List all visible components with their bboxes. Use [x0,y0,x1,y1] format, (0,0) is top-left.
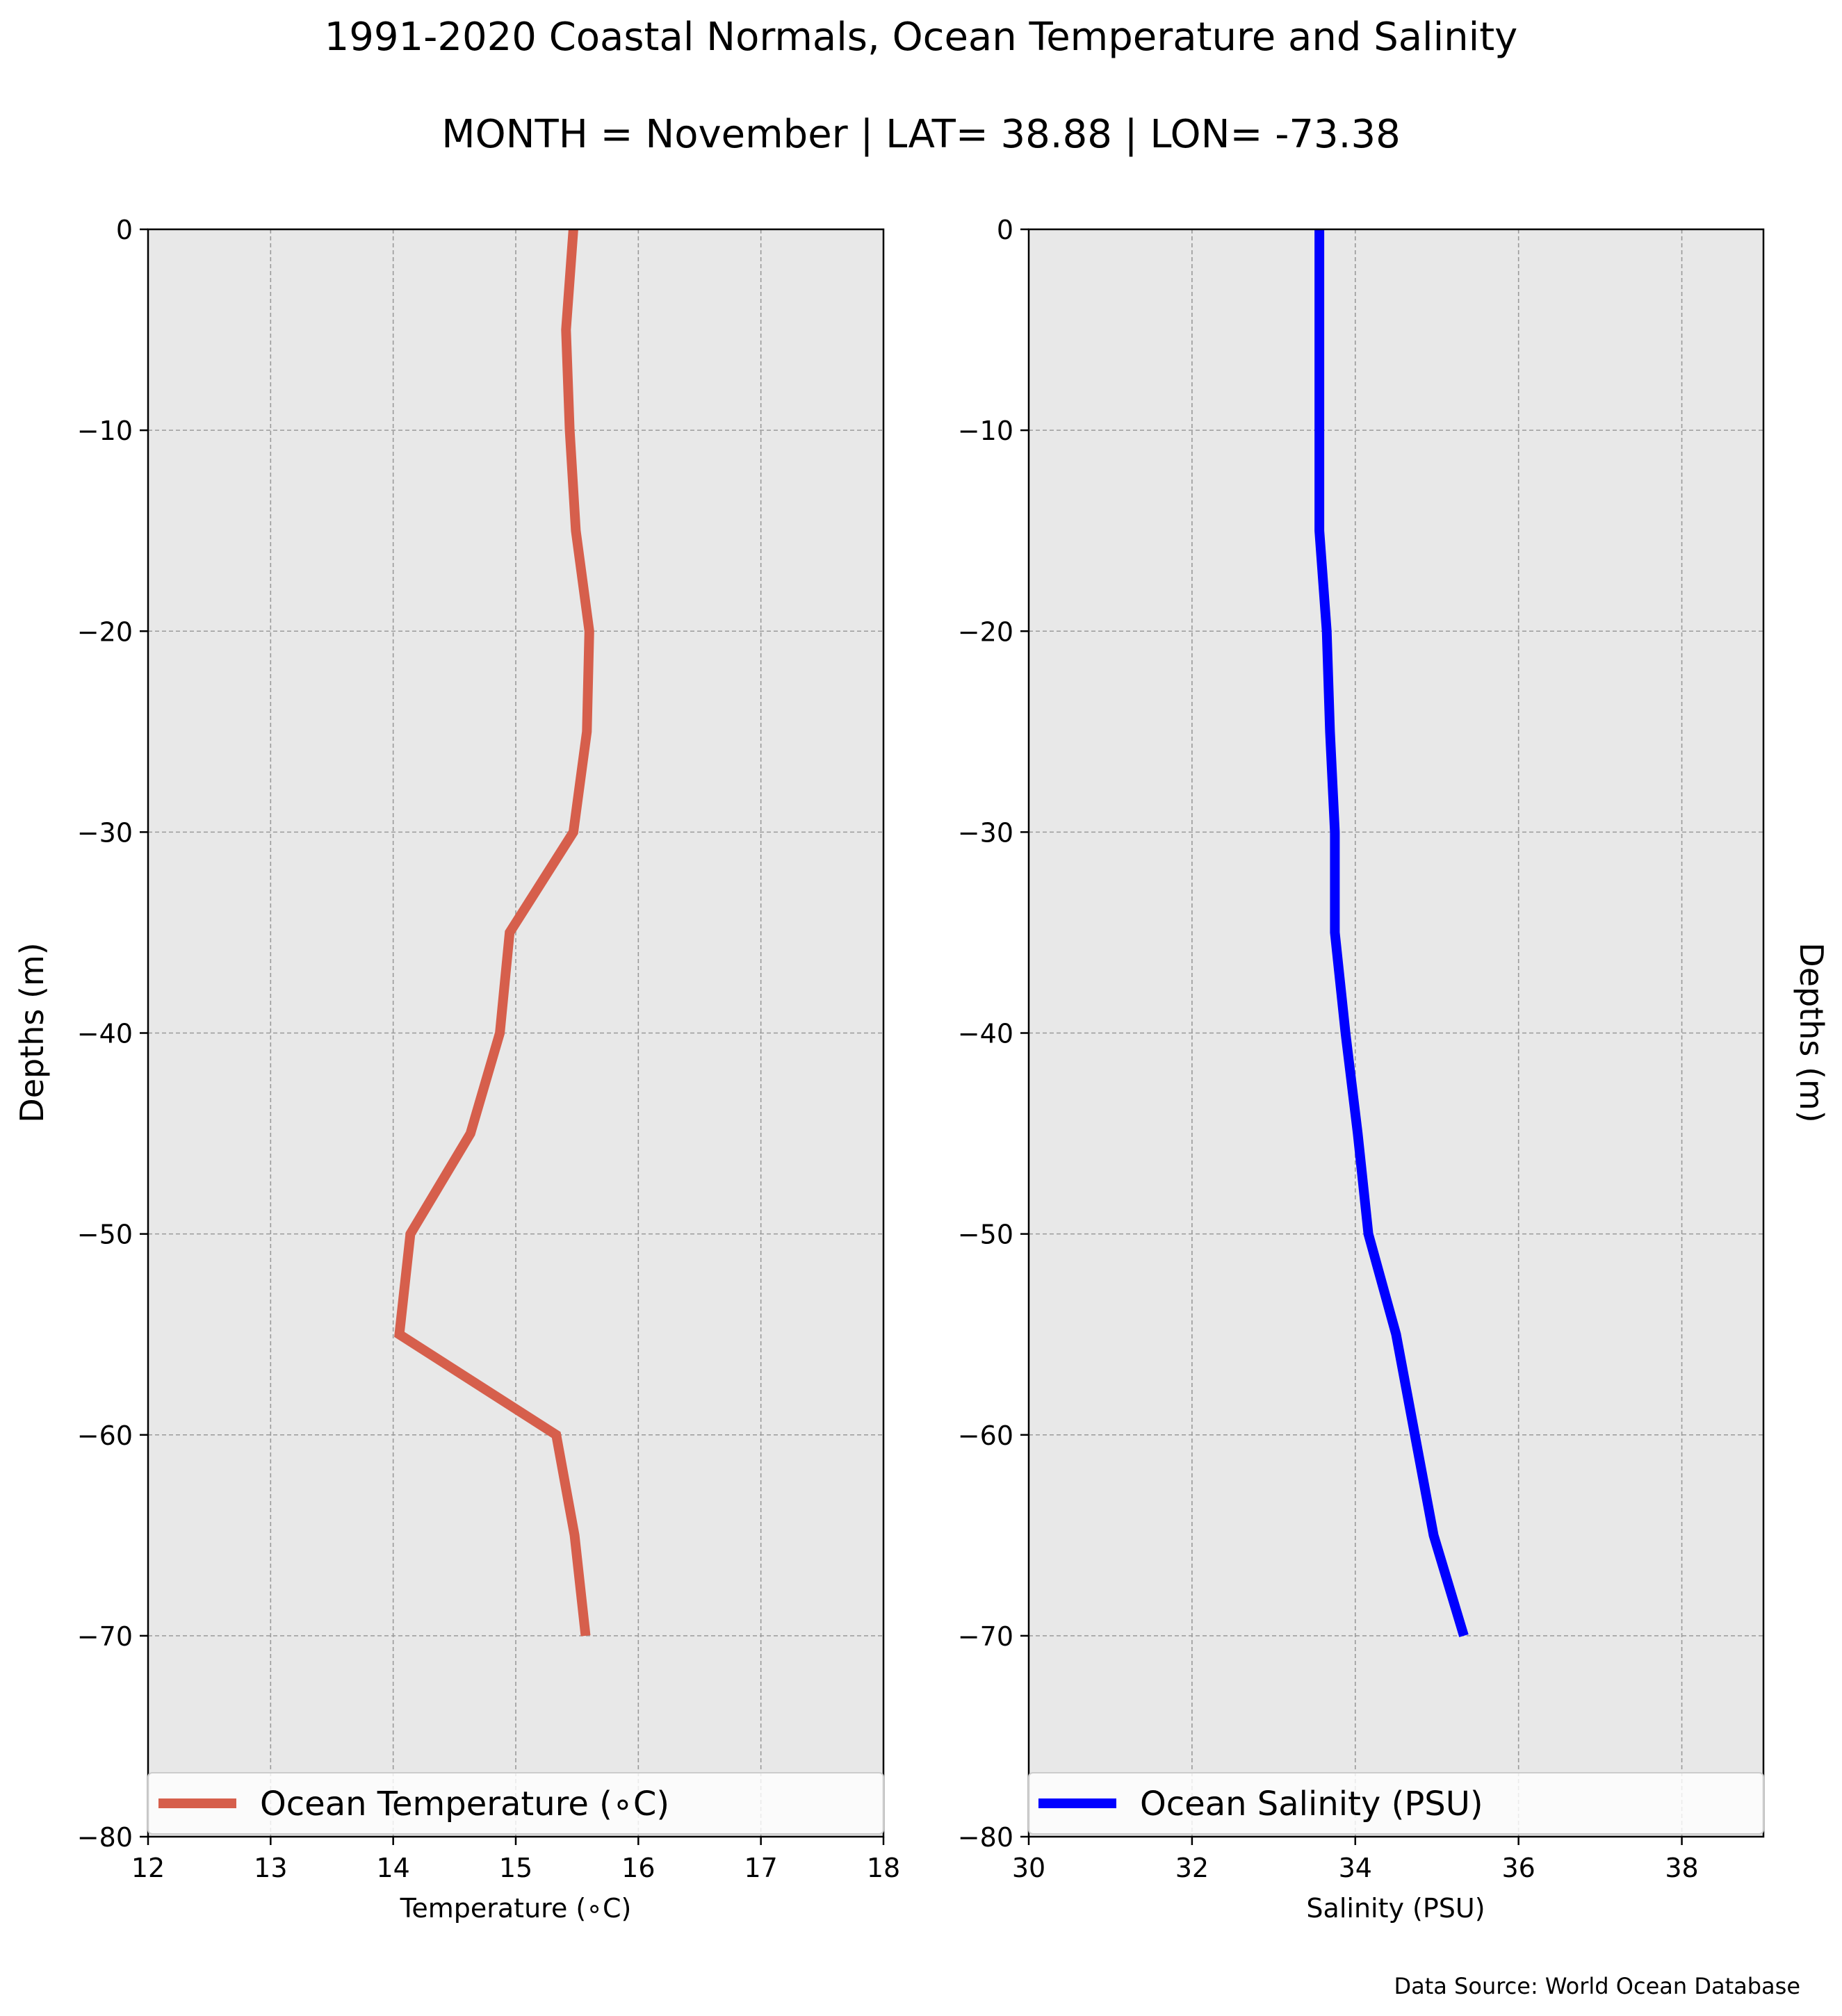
temperature-series-layer [394,229,594,1637]
salinity-y-tick-label: −60 [958,1420,1013,1451]
temperature-y-tick-label: −10 [77,416,133,446]
salinity-y-axis: 0 −10 −20 −30 −40 −50 −60 −70 −80 [958,215,1029,1853]
temperature-profile-line [394,229,594,1637]
data-source-note: Data Source: World Ocean Database [1394,1973,1800,1999]
temperature-y-tick-label: −20 [77,616,133,647]
temperature-x-tick-label: 14 [376,1853,409,1883]
figure-title: 1991-2020 Coastal Normals, Ocean Tempera… [325,15,1518,60]
temperature-x-tick-label: 12 [131,1853,165,1883]
temperature-x-tick-label: 17 [744,1853,777,1883]
salinity-y-tick-label: −20 [958,616,1013,647]
temperature-x-tick-label: 18 [867,1853,900,1883]
salinity-x-tick-label: 34 [1339,1853,1372,1883]
temperature-plot-area [148,229,883,1837]
salinity-x-axis: 30 32 34 36 38 [1012,1837,1699,1883]
temperature-y-tick-label: −40 [77,1019,133,1049]
salinity-panel: 0 −10 −20 −30 −40 −50 −60 −70 −80 30 32 34 36 38 Oce… [958,215,1830,1924]
salinity-gridlines [1029,229,1763,1837]
temperature-legend-box [147,1772,884,1835]
salinity-profile-line [1314,229,1469,1637]
salinity-y-axis-label: Depths (m) [1793,942,1830,1122]
salinity-series-layer [1314,229,1469,1637]
temperature-y-tick-label: 0 [116,215,133,245]
salinity-x-tick-label: 32 [1175,1853,1209,1883]
salinity-x-axis-label: Salinity (PSU) [1306,1893,1485,1924]
salinity-legend: Ocean Salinity (PSU) [1028,1772,1764,1835]
temperature-y-axis-label: Depths (m) [13,942,51,1122]
salinity-y-tick-label: −50 [958,1220,1013,1250]
temperature-y-tick-label: −50 [77,1220,133,1250]
salinity-y-tick-label: −70 [958,1621,1013,1652]
salinity-y-tick-label: −10 [958,416,1013,446]
temperature-x-axis-label: Temperature (∘C) [400,1893,632,1924]
temperature-legend: Ocean Temperature (∘C) [147,1772,884,1835]
salinity-y-tick-label: −30 [958,817,1013,848]
temperature-legend-label: Ocean Temperature (∘C) [260,1785,669,1824]
salinity-y-tick-label: −40 [958,1019,1013,1049]
salinity-x-tick-label: 36 [1501,1853,1535,1883]
salinity-x-tick-label: 38 [1665,1853,1698,1883]
temperature-x-axis: 12 13 14 15 16 17 18 [131,1837,900,1883]
temperature-x-tick-label: 16 [621,1853,655,1883]
salinity-y-tick-label: 0 [997,215,1013,245]
salinity-x-tick-label: 30 [1012,1853,1045,1883]
temperature-y-axis: 0 −10 −20 −30 −40 −50 −60 −70 −80 [77,215,148,1853]
temperature-panel: 0 −10 −20 −30 −40 −50 −60 −70 −80 12 13 14 15 16 17 18… [13,215,900,1924]
temperature-y-tick-label: −30 [77,817,133,848]
temperature-y-tick-label: −80 [77,1822,133,1853]
temperature-x-tick-label: 15 [499,1853,532,1883]
temperature-x-tick-label: 13 [254,1853,287,1883]
figure-subtitle: MONTH = November | LAT= 38.88 | LON= -73… [441,112,1401,157]
temperature-y-tick-label: −60 [77,1420,133,1451]
salinity-legend-box [1028,1772,1764,1835]
salinity-plot-area [1029,229,1763,1837]
temperature-gridlines [148,229,883,1837]
salinity-y-tick-label: −80 [958,1822,1013,1853]
temperature-y-tick-label: −70 [77,1621,133,1652]
salinity-legend-label: Ocean Salinity (PSU) [1140,1785,1483,1824]
